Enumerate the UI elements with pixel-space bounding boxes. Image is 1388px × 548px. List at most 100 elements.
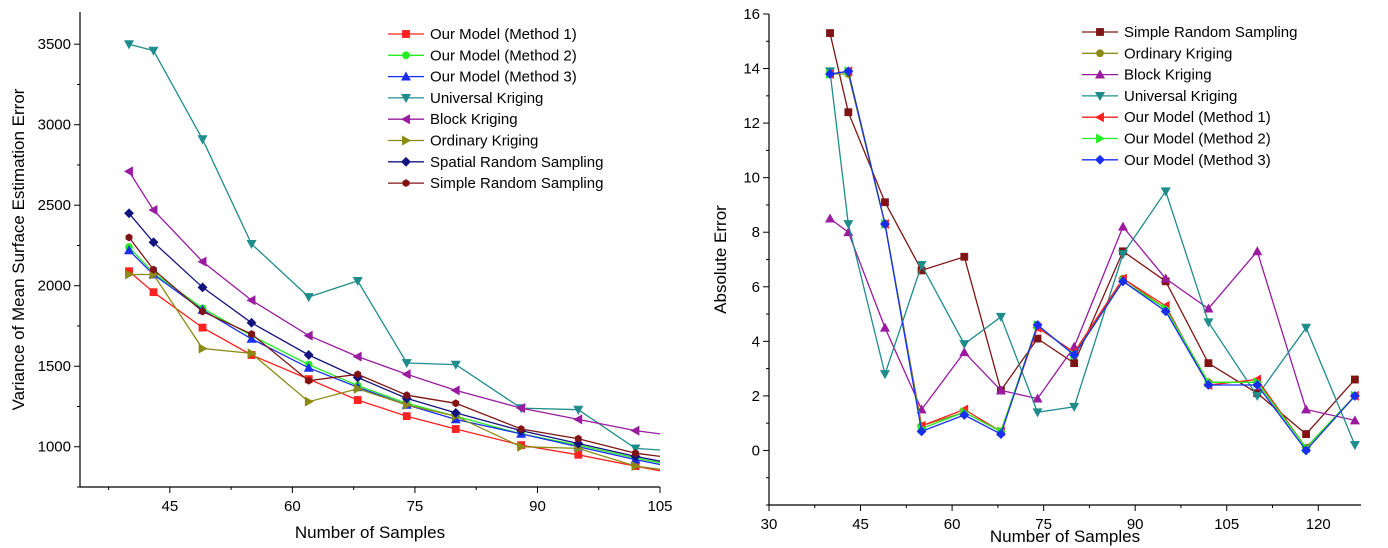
series-line	[128, 246, 661, 464]
series-line	[829, 218, 1356, 422]
y-tick-label: 8	[752, 224, 760, 241]
data-point	[402, 412, 411, 421]
data-point	[573, 405, 584, 415]
data-point	[305, 376, 313, 385]
y-axis-title: Absolute Error	[711, 205, 730, 314]
series-ordinary-kriging	[826, 70, 1359, 452]
y-tick-label: 0	[752, 442, 760, 459]
x-tick-label: 45	[162, 498, 179, 515]
data-point	[303, 362, 314, 372]
data-point	[125, 233, 133, 242]
data-point	[401, 369, 411, 380]
x-tick-label: 105	[647, 498, 672, 515]
data-point	[303, 293, 314, 303]
data-point	[451, 425, 460, 433]
legend-label: Simple Random Sampling	[1124, 24, 1297, 41]
data-point	[1302, 430, 1310, 438]
x-tick-label: 90	[1127, 516, 1144, 533]
data-point	[1160, 306, 1171, 317]
data-point	[450, 360, 461, 370]
data-point	[916, 426, 927, 437]
y-tick-label: 6	[752, 279, 760, 296]
data-point	[125, 269, 135, 280]
data-point	[199, 307, 206, 316]
data-point	[517, 441, 527, 452]
legend-label: Ordinary Kriging	[1124, 45, 1232, 62]
legend: Our Model (Method 1) Our Model (Method 2)…	[388, 26, 603, 192]
data-point	[1301, 445, 1311, 456]
legend-swatch-marker	[1094, 92, 1106, 102]
data-point	[843, 220, 854, 230]
legend-swatch-marker	[400, 71, 412, 81]
series-line	[829, 70, 1356, 452]
data-point	[631, 461, 641, 472]
x-tick-label: 60	[284, 498, 301, 515]
legend-item: Universal Kriging	[1082, 88, 1237, 105]
legend-item: Our Model (Method 1)	[1082, 109, 1271, 126]
series-our-model-method-3	[825, 66, 1360, 456]
data-point	[352, 276, 363, 287]
left-chart-variance: 45 60 75 90 105 1000 1500 2000 2500 3000 3500 Numbe…	[9, 12, 673, 542]
legend-swatch-marker	[1094, 112, 1104, 123]
series-our-model-method-2	[125, 243, 661, 464]
series-our-model-method-3	[124, 245, 661, 466]
y-axis-title: Variance of Mean Surface Estimation Erro…	[9, 88, 28, 410]
series-universal-kriging	[825, 67, 1360, 451]
legend-item: Our Model (Method 3)	[388, 69, 577, 86]
data-point	[150, 265, 157, 274]
data-point	[1032, 408, 1043, 418]
legend-item: Our Model (Method 3)	[1082, 152, 1271, 169]
series-line	[829, 32, 1356, 436]
x-tick-label: 75	[1035, 516, 1052, 533]
legend-swatch-marker	[1096, 133, 1106, 144]
data-point	[995, 429, 1006, 440]
data-point	[1252, 380, 1263, 390]
legend-swatch-marker	[400, 94, 412, 104]
data-point	[1301, 323, 1312, 333]
x-tick-label: 90	[529, 498, 546, 515]
series-line	[128, 270, 661, 472]
data-point	[197, 135, 208, 145]
legend-label: Our Model (Method 1)	[430, 26, 577, 43]
data-point	[352, 351, 362, 362]
legend: Simple Random Sampling Ordinary Kriging Bl…	[1082, 24, 1297, 169]
data-point	[148, 237, 159, 248]
legend-swatch-marker	[402, 135, 412, 146]
data-point	[450, 408, 461, 418]
data-point	[304, 396, 314, 407]
legend-swatch-marker	[400, 114, 410, 125]
data-point	[1349, 415, 1360, 425]
data-point	[1117, 250, 1128, 260]
data-point	[825, 69, 835, 79]
data-point	[1252, 246, 1263, 256]
y-tick-label: 2000	[38, 278, 71, 295]
legend-label: Spatial Random Sampling	[430, 154, 603, 171]
x-tick-label: 30	[761, 516, 778, 533]
data-point	[880, 219, 890, 229]
series-line	[129, 273, 661, 470]
series-simple-random-sampling	[125, 233, 661, 458]
data-point	[516, 403, 526, 414]
legend-item: Simple Random Sampling	[388, 175, 603, 192]
series-line	[829, 70, 1356, 449]
series-block-kriging	[825, 213, 1360, 425]
data-point	[450, 385, 460, 396]
legend-item: Our Model (Method 1)	[388, 26, 577, 43]
x-tick-label: 75	[407, 498, 424, 515]
data-point	[1117, 221, 1128, 231]
series-universal-kriging	[124, 40, 661, 454]
x-tick-label: 120	[1306, 516, 1331, 533]
data-point	[197, 282, 208, 293]
data-point	[353, 396, 362, 404]
data-point	[1349, 390, 1360, 401]
data-point	[574, 434, 582, 443]
data-point	[1203, 380, 1214, 390]
data-point	[995, 312, 1006, 322]
legend-swatch-marker	[1094, 69, 1106, 79]
legend-label: Ordinary Kriging	[430, 133, 538, 150]
x-tick-label: 45	[852, 516, 869, 533]
legend-label: Block Kriging	[1124, 67, 1212, 84]
data-point	[1350, 375, 1359, 384]
y-tick-label: 1000	[38, 439, 71, 456]
